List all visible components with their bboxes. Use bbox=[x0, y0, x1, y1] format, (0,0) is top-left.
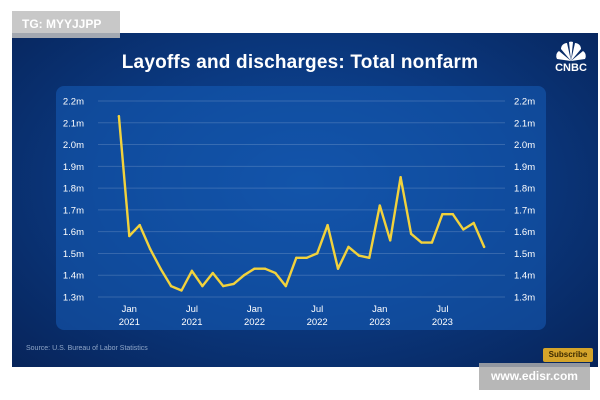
y-tick-label-left: 1.8m bbox=[63, 184, 84, 195]
data-point bbox=[482, 245, 486, 249]
y-tick-label-right: 1.5m bbox=[514, 249, 535, 260]
y-tick-label-right: 2.0m bbox=[514, 140, 535, 151]
data-point bbox=[368, 256, 371, 259]
data-point bbox=[378, 204, 381, 207]
x-tick-label-year: 2023 bbox=[432, 317, 453, 328]
data-point bbox=[253, 267, 256, 270]
y-tick-label-right: 1.9m bbox=[514, 162, 535, 173]
data-point bbox=[462, 228, 465, 231]
data-point bbox=[211, 271, 214, 275]
series-line bbox=[117, 114, 486, 292]
y-tick-label-left: 2.1m bbox=[63, 118, 84, 129]
x-tick-label-year: 2022 bbox=[244, 317, 265, 328]
y-tick-label-left: 2.0m bbox=[63, 140, 84, 151]
y-tick-label-right: 2.2m bbox=[514, 97, 535, 108]
data-point bbox=[326, 223, 329, 227]
data-point bbox=[389, 239, 392, 242]
subscribe-button[interactable]: Subscribe bbox=[543, 348, 593, 362]
y-tick-label-right: 1.7m bbox=[514, 205, 535, 216]
y-tick-label-right: 1.8m bbox=[514, 184, 535, 195]
y-tick-label-left: 1.4m bbox=[63, 271, 84, 282]
cnbc-peacock-logo bbox=[556, 41, 586, 61]
y-tick-label-right: 1.4m bbox=[514, 271, 535, 282]
data-point bbox=[242, 274, 246, 277]
y-tick-label-right: 2.1m bbox=[514, 118, 535, 129]
x-tick-label-year: 2023 bbox=[369, 317, 390, 328]
data-point bbox=[274, 271, 277, 275]
data-point bbox=[222, 284, 225, 288]
data-point bbox=[430, 241, 434, 244]
y-tick-label-left: 1.5m bbox=[63, 249, 84, 260]
data-point bbox=[117, 115, 121, 118]
chart-title: Layoffs and discharges: Total nonfarm bbox=[121, 52, 479, 73]
watermark-label: TG: MYYJJPP bbox=[12, 11, 120, 38]
x-tick-label-month: Jul bbox=[311, 304, 323, 315]
brand-label: CNBC bbox=[555, 62, 587, 74]
x-tick-label-month: Jan bbox=[247, 304, 262, 315]
y-tick-label-left: 1.3m bbox=[63, 293, 84, 304]
data-point bbox=[315, 252, 319, 255]
x-tick-label-year: 2021 bbox=[181, 317, 202, 328]
data-point bbox=[472, 221, 475, 225]
x-tick-label-month: Jul bbox=[186, 304, 198, 315]
data-point bbox=[441, 213, 444, 216]
plot-panel bbox=[56, 86, 546, 330]
data-point bbox=[284, 284, 288, 288]
data-point bbox=[201, 284, 204, 288]
data-point bbox=[190, 269, 194, 273]
data-point bbox=[295, 256, 298, 259]
y-tick-label-left: 1.6m bbox=[63, 227, 84, 238]
data-point bbox=[399, 176, 402, 179]
source-note: Source: U.S. Bureau of Labor Statistics bbox=[26, 345, 148, 352]
data-point bbox=[138, 223, 141, 227]
data-point bbox=[232, 282, 235, 286]
y-tick-label-right: 1.6m bbox=[514, 227, 535, 238]
y-tick-label-left: 2.2m bbox=[63, 97, 84, 108]
data-point bbox=[169, 284, 173, 288]
y-tick-label-right: 1.3m bbox=[514, 293, 535, 304]
data-point bbox=[159, 267, 162, 270]
data-point bbox=[409, 232, 413, 236]
site-watermark: www.edisr.com bbox=[479, 363, 590, 390]
data-point bbox=[451, 213, 455, 216]
x-tick-label-month: Jan bbox=[372, 304, 387, 315]
data-point bbox=[180, 289, 183, 292]
data-point bbox=[148, 247, 152, 251]
data-point bbox=[357, 254, 361, 257]
x-tick-label-month: Jul bbox=[436, 304, 448, 315]
data-point bbox=[305, 256, 308, 259]
x-tick-label-year: 2022 bbox=[307, 317, 328, 328]
data-point bbox=[263, 267, 267, 270]
data-point bbox=[420, 241, 423, 244]
x-tick-label-month: Jan bbox=[122, 304, 137, 315]
data-point bbox=[347, 245, 350, 249]
x-tick-label-year: 2021 bbox=[119, 317, 140, 328]
data-point bbox=[128, 234, 131, 238]
y-tick-label-left: 1.7m bbox=[63, 205, 84, 216]
data-point bbox=[336, 267, 340, 270]
y-tick-label-left: 1.9m bbox=[63, 162, 84, 173]
